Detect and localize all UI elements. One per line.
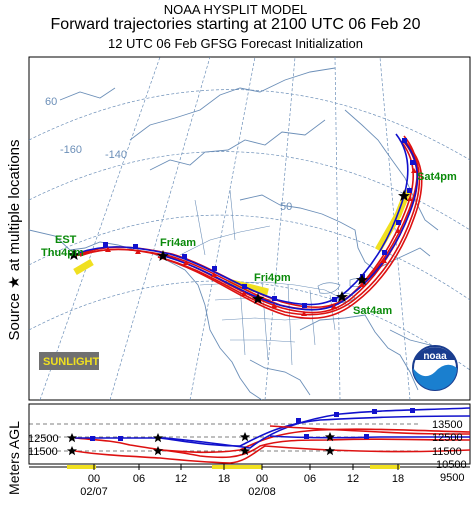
date-label: 02/07 [80, 486, 108, 498]
map-label-fri4am: Fri4am [160, 237, 196, 249]
map-label-est: EST [55, 234, 77, 246]
profile-left-label: 11500 [28, 446, 58, 458]
coastlines [29, 67, 449, 400]
time-tick-label: 12 [347, 473, 359, 485]
map-label-fri4pm: Fri4pm [254, 272, 291, 284]
profile-frame [28, 403, 471, 465]
time-ticks [93, 464, 399, 470]
date-label: 02/08 [248, 486, 276, 498]
lat-label: 50 [280, 201, 292, 213]
profile-y-label: 10500 [436, 459, 467, 471]
map-label-sat4pm: Sat4pm [417, 171, 457, 183]
graticule [29, 57, 470, 400]
title-line-1: NOAA HYSPLIT MODEL [163, 2, 308, 17]
source-stars [68, 190, 410, 304]
noaa-logo: noaa [412, 345, 458, 391]
svg-text:noaa: noaa [423, 351, 447, 362]
title-line-3: 12 UTC 06 Feb GFSG Forecast Initializati… [107, 36, 364, 51]
title-line-2: Forward trajectories starting at 2100 UT… [50, 16, 421, 33]
profile-y-label: 13500 [432, 419, 463, 431]
time-tick-label: 00 [256, 473, 268, 485]
sunlight-legend-box [39, 352, 99, 370]
time-tick-label: 00 [88, 473, 100, 485]
sunlight-legend-label: SUNLIGHT [43, 356, 100, 368]
map-label-thu4pm: Thu4pm [41, 247, 84, 259]
profile-left-label: 12500 [28, 433, 59, 445]
profile-markers-blue [90, 408, 415, 441]
time-tick-label: 06 [133, 473, 145, 485]
time-tick-label: 18 [392, 473, 404, 485]
map-frame [28, 56, 471, 401]
map-layer [29, 57, 470, 400]
time-tick-label: 18 [218, 473, 230, 485]
profile-y-label: 11500 [432, 446, 462, 458]
profile-y-label: 9500 [440, 472, 464, 484]
time-tick-label: 12 [175, 473, 187, 485]
profile-y-label: 12500 [432, 432, 463, 444]
map-label-sat4am: Sat4am [353, 305, 392, 317]
lon-label: -140 [105, 149, 127, 161]
lat-label: 60 [45, 96, 57, 108]
profile-stars [67, 432, 335, 456]
lon-label: -160 [60, 144, 82, 156]
time-tick-label: 06 [304, 473, 316, 485]
